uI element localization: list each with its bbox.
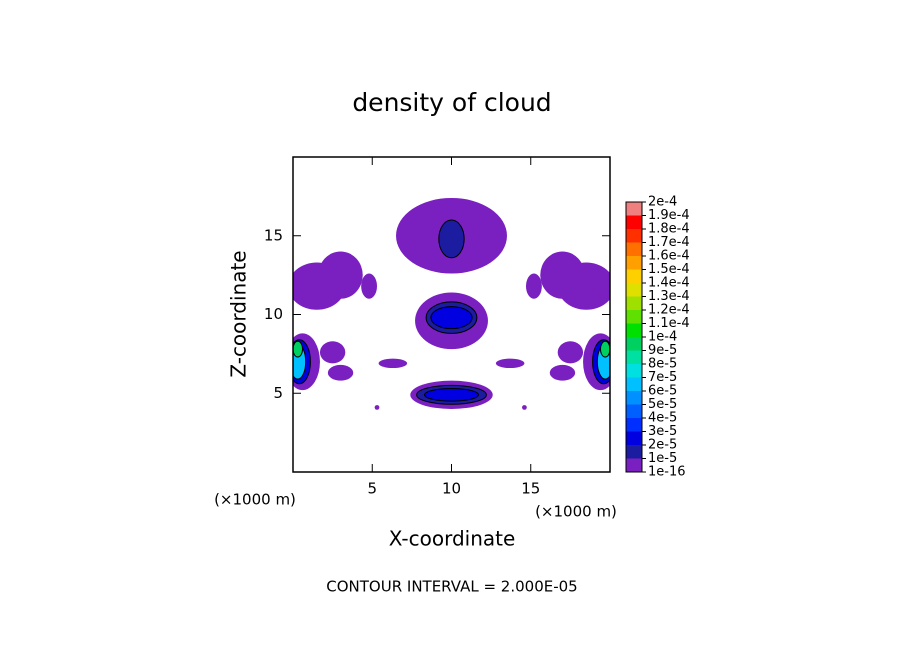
colorbar-swatch <box>626 391 642 405</box>
colorbar-label: 1e-5 <box>648 451 677 466</box>
colorbar-label: 2e-5 <box>648 438 677 453</box>
colorbar-swatch <box>626 283 642 297</box>
colorbar-swatch <box>626 350 642 364</box>
colorbar-label: 1.3e-4 <box>648 289 690 304</box>
colorbar-label: 1.7e-4 <box>648 235 690 250</box>
colorbar-swatch <box>626 242 642 256</box>
colorbar-swatch <box>626 404 642 418</box>
y-unit-label: (×1000 m) <box>214 491 296 509</box>
contour-region <box>327 364 354 381</box>
colorbar-swatch <box>626 296 642 310</box>
x-tick-label: 10 <box>442 480 461 498</box>
annotation: CONTOUR INTERVAL = 2.000E-05 <box>326 578 577 596</box>
contour-region <box>430 306 473 330</box>
x-tick-label: 15 <box>521 480 540 498</box>
contour-region <box>318 251 363 299</box>
colorbar-swatch <box>626 202 642 216</box>
colorbar-label: 1.4e-4 <box>648 276 690 291</box>
y-tick-label: 5 <box>273 384 283 402</box>
contour-region <box>424 388 479 402</box>
colorbar-label: 1e-16 <box>648 465 686 480</box>
x-unit-label: (×1000 m) <box>535 503 617 521</box>
colorbar-label: 1.6e-4 <box>648 249 690 264</box>
colorbar-label: 1e-4 <box>648 330 677 345</box>
colorbar-label: 1.1e-4 <box>648 316 690 331</box>
contour-region <box>293 340 304 358</box>
colorbar-swatch <box>626 431 642 445</box>
colorbar-label: 4e-5 <box>648 411 677 426</box>
x-tick-label: 5 <box>367 480 377 498</box>
colorbar-swatch <box>626 445 642 459</box>
contour-region <box>361 273 378 299</box>
colorbar-swatch <box>626 310 642 324</box>
colorbar-label: 2e-4 <box>648 195 677 210</box>
contour-region <box>319 341 346 364</box>
colorbar-label: 1.5e-4 <box>648 262 690 277</box>
contour-region <box>540 251 585 299</box>
colorbar-label: 1.8e-4 <box>648 222 690 237</box>
x-axis-label: X-coordinate <box>389 527 516 551</box>
contour-region <box>599 340 610 358</box>
contour-region <box>378 358 408 369</box>
colorbar-swatch <box>626 364 642 378</box>
colorbar-swatch <box>626 418 642 432</box>
colorbar-swatch <box>626 323 642 337</box>
colorbar-label: 5e-5 <box>648 397 677 412</box>
y-tick-label: 10 <box>264 305 283 323</box>
colorbar-swatch <box>626 337 642 351</box>
colorbar-label: 6e-5 <box>648 384 677 399</box>
chart-title: density of cloud <box>352 88 551 117</box>
contour-region <box>438 219 465 259</box>
plot-area <box>293 197 610 410</box>
contour-region <box>549 364 576 381</box>
colorbar-label: 8e-5 <box>648 357 677 372</box>
colorbar-label: 3e-5 <box>648 424 677 439</box>
contour-region <box>525 273 542 299</box>
contour-region <box>522 405 527 410</box>
colorbar-swatch <box>626 377 642 391</box>
colorbar-label: 1.9e-4 <box>648 208 690 223</box>
y-axis-label: Z-coordinate <box>227 250 251 377</box>
y-tick-label: 15 <box>264 226 283 244</box>
colorbar-label: 1.2e-4 <box>648 303 690 318</box>
colorbar-swatch <box>626 215 642 229</box>
colorbar-label: 7e-5 <box>648 370 677 385</box>
colorbar-swatch <box>626 229 642 243</box>
colorbar-swatch <box>626 256 642 270</box>
colorbar-swatch <box>626 269 642 283</box>
colorbar-swatch <box>626 458 642 472</box>
contour-region <box>495 358 525 369</box>
colorbar-label: 9e-5 <box>648 343 677 358</box>
contour-region <box>557 341 584 364</box>
contour-region <box>374 405 380 410</box>
